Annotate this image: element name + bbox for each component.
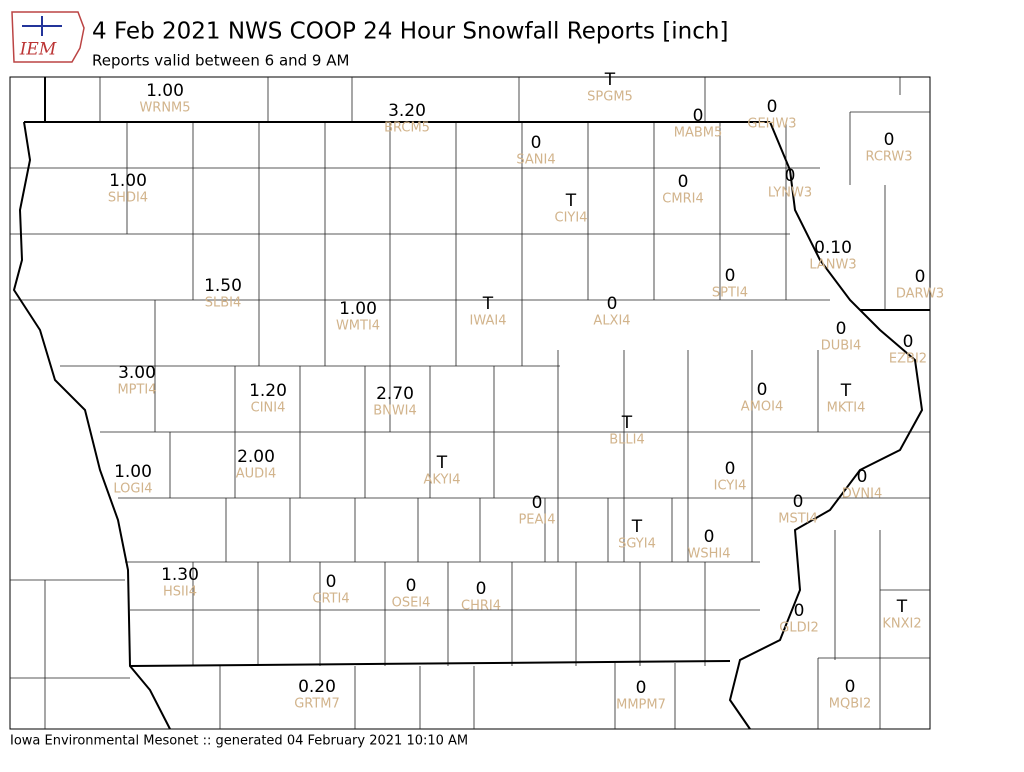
station-id: SPGM5: [587, 90, 633, 105]
station-value: 0: [836, 319, 847, 339]
station-id: SPTI4: [712, 286, 748, 301]
station-value: 1.00: [146, 81, 184, 101]
station-value: 1.30: [161, 565, 199, 585]
station-id: CRTI4: [312, 592, 349, 607]
station-id: DUBI4: [821, 339, 862, 354]
station-id: LYNW3: [768, 186, 812, 201]
station-value: 0: [767, 97, 778, 117]
station-id: GEHW3: [747, 117, 796, 132]
station-value: 3.00: [118, 363, 156, 383]
station-value: 0: [785, 166, 796, 186]
station-id: AMOI4: [741, 400, 783, 415]
station-value: 0: [678, 172, 689, 192]
station-id: ALXI4: [593, 314, 630, 329]
station-id: MSTI4: [778, 512, 818, 527]
station-value: 0: [532, 493, 543, 513]
station-value: 0: [725, 266, 736, 286]
subtitle: Reports valid between 6 and 9 AM: [92, 52, 349, 70]
station-value: 0: [845, 677, 856, 697]
station-id: SGYI4: [618, 537, 656, 552]
station-value: 0: [884, 130, 895, 150]
title: 4 Feb 2021 NWS COOP 24 Hour Snowfall Rep…: [92, 19, 728, 45]
station-value: T: [621, 413, 633, 433]
station-value: 0: [725, 459, 736, 479]
station-value: T: [896, 597, 908, 617]
station-value: 2.00: [237, 447, 275, 467]
station-id: WSHI4: [688, 547, 731, 562]
station-id: AUDI4: [236, 467, 277, 482]
station-id: MKTI4: [827, 401, 866, 416]
station-id: HSII4: [163, 585, 197, 600]
station-value: 1.00: [114, 462, 152, 482]
station-id: KNXI2: [882, 617, 921, 632]
station-value: 0: [915, 267, 926, 287]
station-id: PEAI4: [518, 513, 555, 528]
station-value: 0: [704, 527, 715, 547]
station-id: BRCM5: [384, 121, 430, 136]
station-value: 0.20: [298, 677, 336, 697]
station-value: 1.00: [339, 299, 377, 319]
station-id: MMPM7: [616, 698, 666, 713]
station-id: LOGI4: [113, 482, 152, 497]
station-value: 1.50: [204, 276, 242, 296]
station-id: CIYI4: [555, 211, 588, 226]
station-id: SHDI4: [108, 191, 148, 206]
boundaries: [9, 76, 931, 730]
station-value: 0: [607, 294, 618, 314]
station-value: 0: [793, 492, 804, 512]
station-id: MPTI4: [117, 383, 156, 398]
station-id: IWAI4: [470, 314, 507, 329]
station-value: T: [604, 70, 616, 90]
station-id: SLBI4: [205, 296, 242, 311]
station-id: OSEI4: [392, 596, 431, 611]
station-id: BNWI4: [373, 404, 417, 419]
station-value: 0: [326, 572, 337, 592]
station-value: 0: [794, 601, 805, 621]
station-value: 0: [476, 579, 487, 599]
station-value: 0: [406, 576, 417, 596]
station-value: 0.10: [814, 238, 852, 258]
station-value: T: [565, 191, 577, 211]
station-value: 0: [636, 678, 647, 698]
station-value: T: [840, 381, 852, 401]
station-id: LANW3: [809, 258, 856, 273]
station-id: AKYI4: [423, 473, 460, 488]
station-id: BLLI4: [609, 433, 645, 448]
station-id: DVNI4: [842, 487, 883, 502]
station-id: EZBI2: [889, 352, 927, 367]
station-value: T: [436, 453, 448, 473]
station-value: 2.70: [376, 384, 414, 404]
station-id: DARW3: [896, 287, 944, 302]
logo-text: IEM: [19, 40, 57, 60]
station-value: 0: [757, 380, 768, 400]
station-value: 0: [531, 133, 542, 153]
station-id: WRNM5: [139, 101, 190, 116]
station-id: CHRI4: [461, 599, 501, 614]
station-id: CMRI4: [662, 192, 703, 207]
station-id: MQBI2: [829, 697, 871, 712]
station-id: RCRW3: [865, 150, 912, 165]
footer: Iowa Environmental Mesonet :: generated …: [10, 734, 468, 749]
station-value: T: [482, 294, 494, 314]
station-value: 0: [903, 332, 914, 352]
station-value: 3.20: [388, 101, 426, 121]
station-id: GRTM7: [294, 697, 340, 712]
station-id: ICYI4: [714, 479, 747, 494]
station-value: T: [631, 517, 643, 537]
station-id: GLDI2: [779, 621, 818, 636]
station-value: 0: [857, 467, 868, 487]
station-value: 1.20: [249, 381, 287, 401]
station-value: 1.00: [109, 171, 147, 191]
station-id: CINI4: [251, 401, 286, 416]
station-id: WMTI4: [336, 319, 380, 334]
station-value: 0: [693, 106, 704, 126]
station-id: MABM5: [674, 126, 723, 141]
logo: IEM: [11, 11, 85, 63]
station-id: SANI4: [516, 153, 555, 168]
